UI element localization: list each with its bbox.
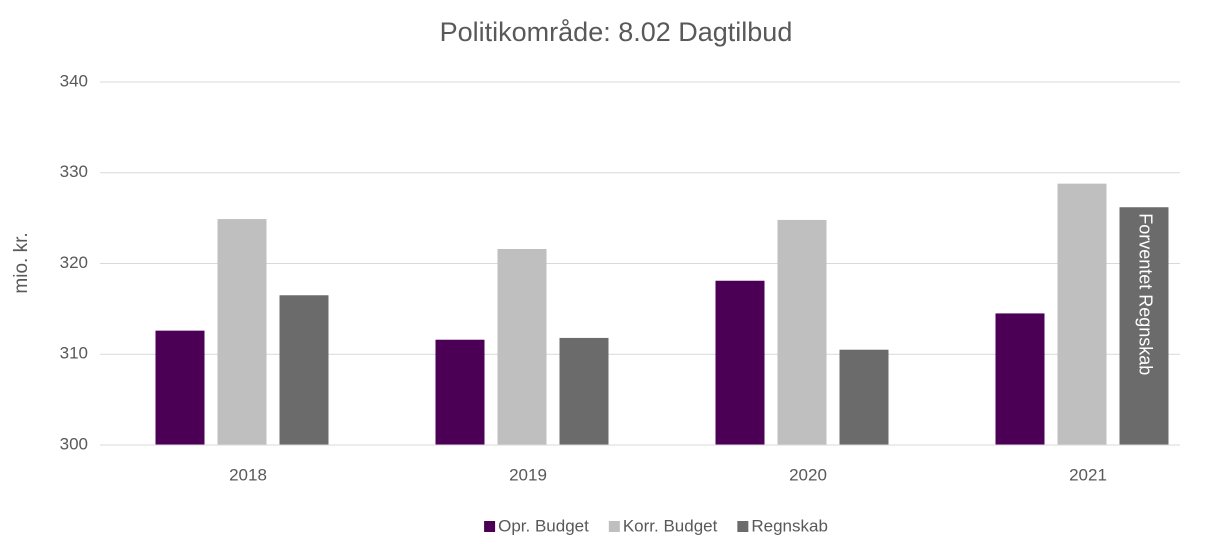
legend: Opr. Budget Korr. Budget Regnskab [484, 516, 828, 535]
bar [155, 330, 205, 445]
chart-title: Politikområde: 8.02 Dagtilbud [440, 17, 793, 47]
y-tick-label: 310 [60, 344, 88, 363]
legend-label: Opr. Budget [498, 516, 589, 535]
legend-label: Regnskab [751, 516, 828, 535]
x-tick-label: 2018 [229, 465, 267, 484]
bar [715, 280, 765, 445]
y-tick-label: 330 [60, 162, 88, 181]
x-tick-label: 2019 [509, 465, 547, 484]
bar [435, 339, 485, 445]
bar [279, 295, 329, 445]
bar [217, 219, 267, 445]
bar [839, 349, 889, 445]
y-tick-label: 320 [60, 253, 88, 272]
bar [559, 337, 609, 445]
bar [995, 313, 1045, 445]
y-tick-label: 300 [60, 434, 88, 453]
bar [497, 248, 547, 445]
x-tick-label: 2021 [1069, 465, 1107, 484]
y-tick-label: 340 [60, 71, 88, 90]
legend-label: Korr. Budget [623, 516, 718, 535]
bar [777, 219, 827, 445]
bar [1119, 207, 1169, 445]
legend-swatch [484, 521, 496, 532]
bar [1057, 183, 1107, 445]
legend-swatch [737, 521, 749, 532]
annotation: Forventet Regnskab [1135, 213, 1155, 375]
x-tick-label: 2020 [789, 465, 827, 484]
y-axis-label: mio. kr. [11, 232, 32, 293]
legend-swatch [608, 521, 620, 532]
